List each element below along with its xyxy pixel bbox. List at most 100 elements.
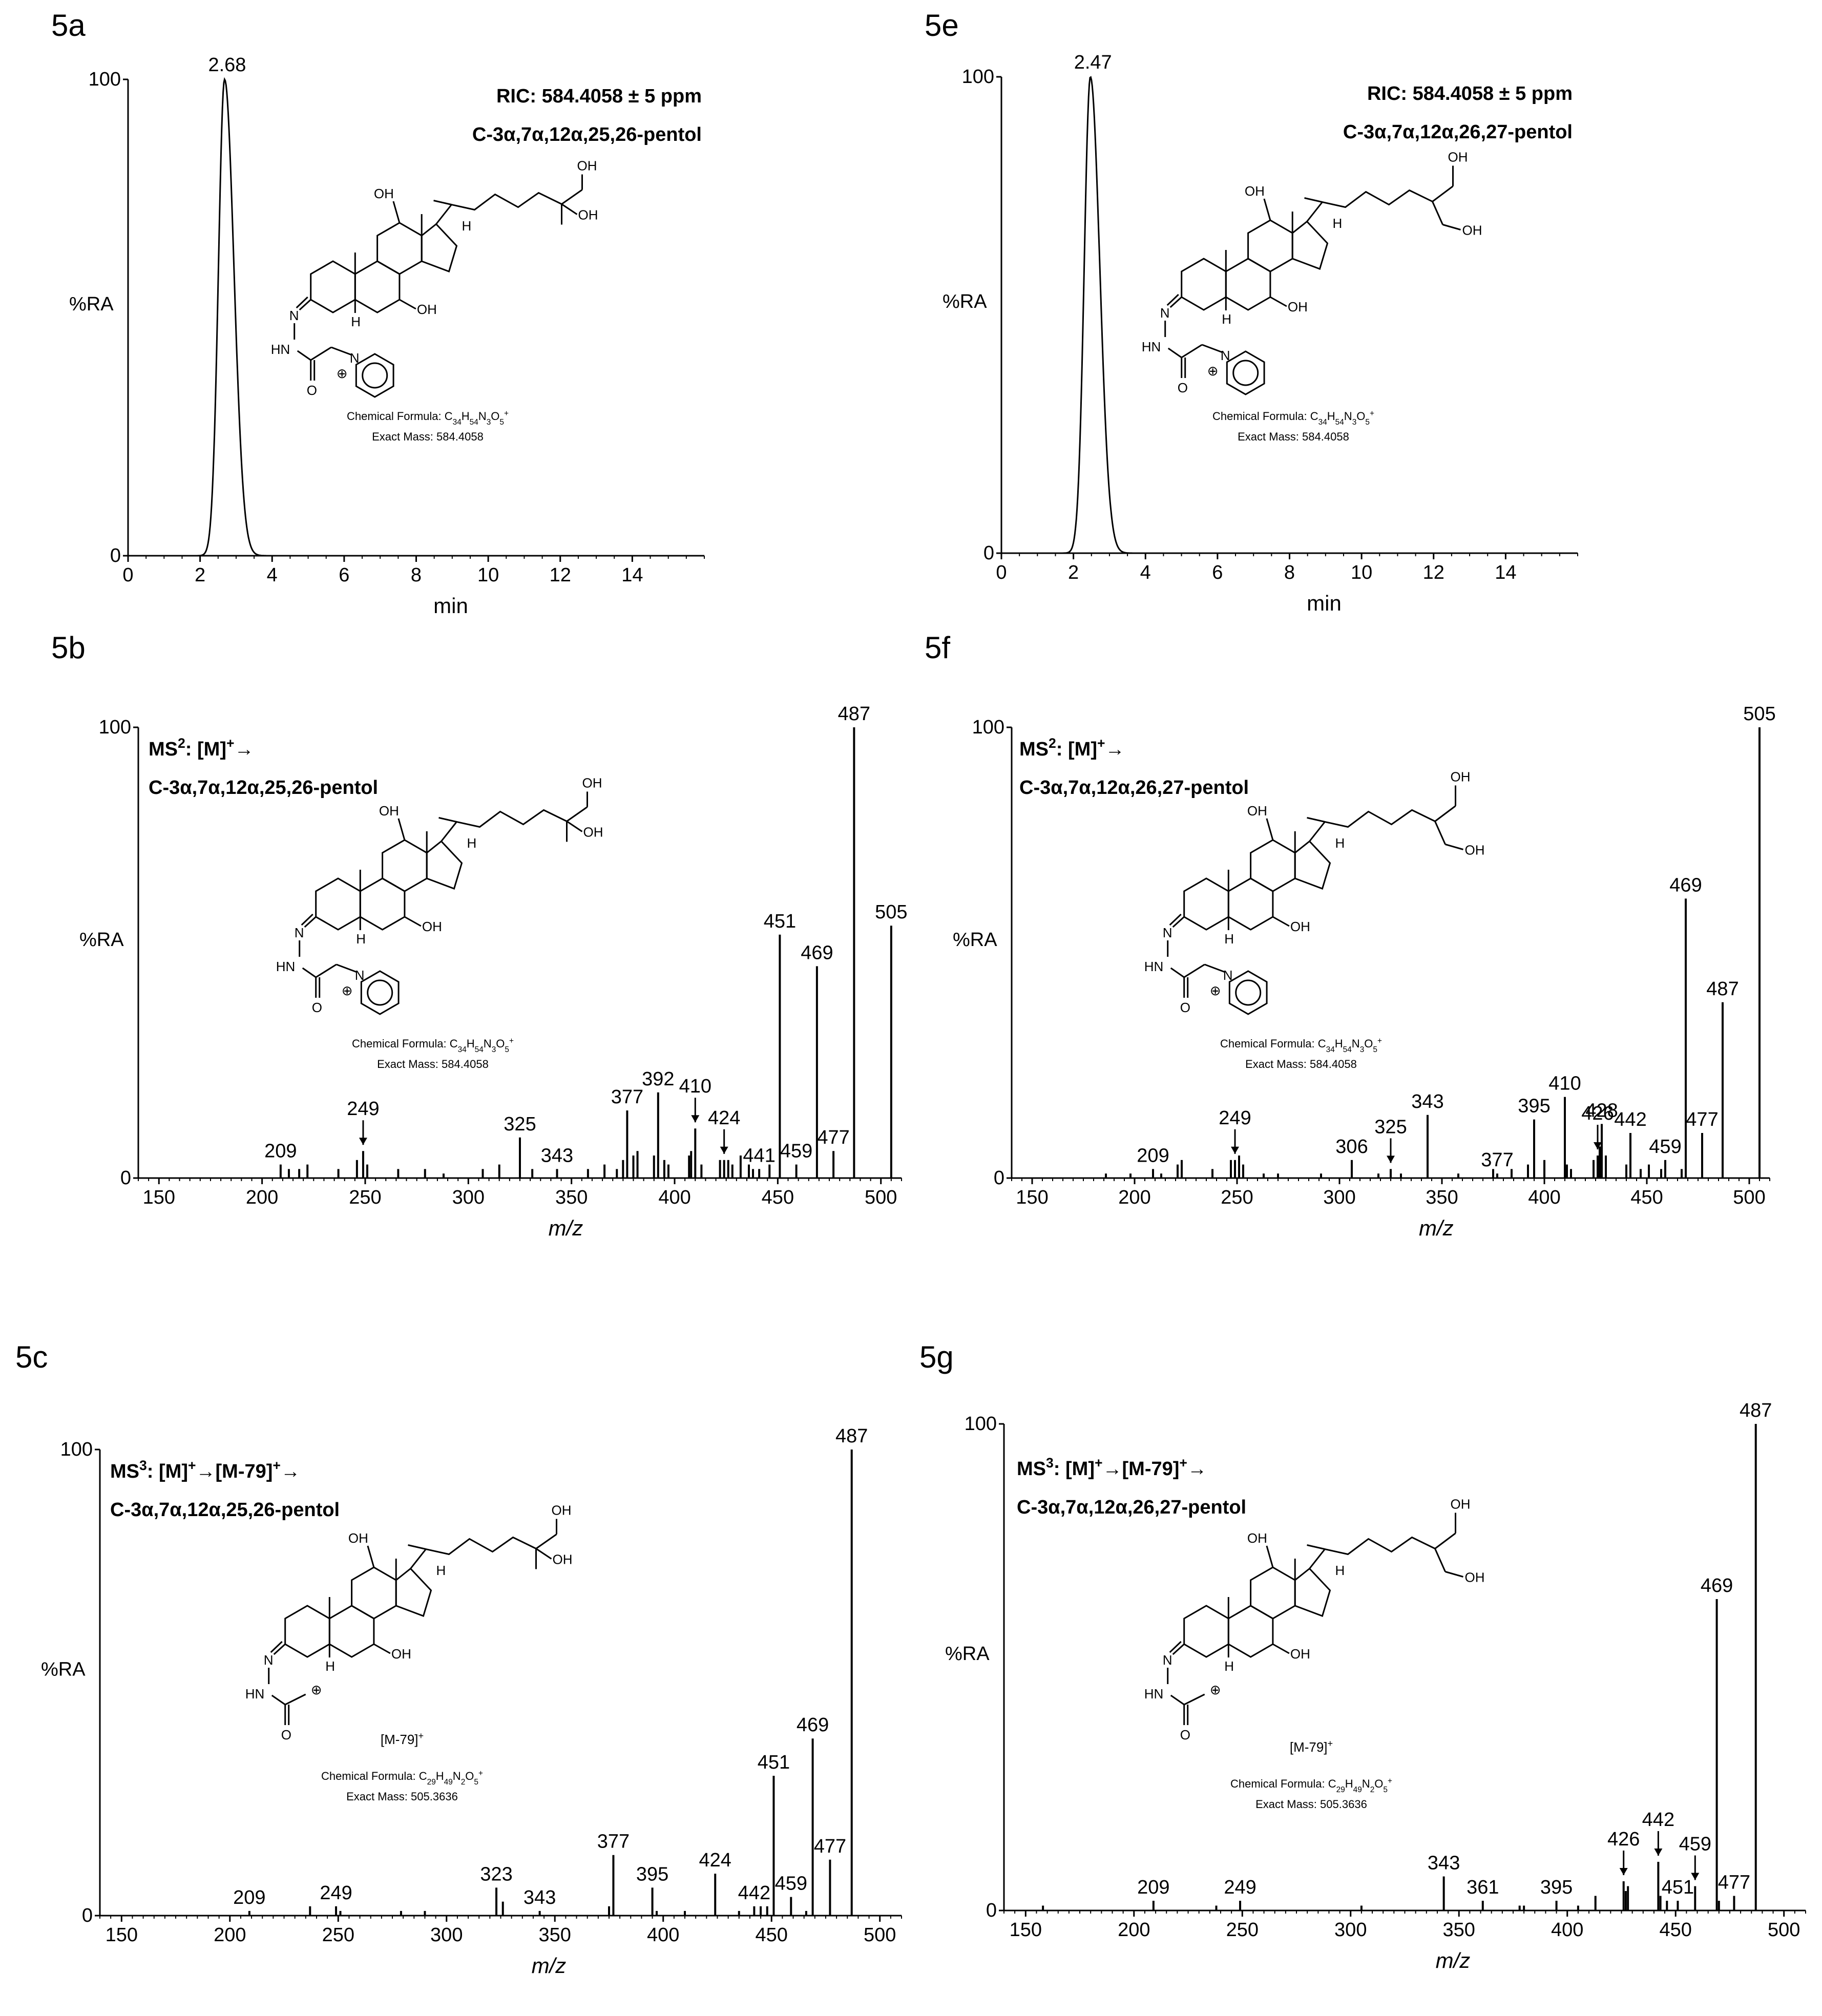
h-5-label: H: [1222, 311, 1231, 327]
oh-7-label: OH: [1288, 299, 1308, 314]
peak-rt-label: 2.47: [1074, 52, 1112, 73]
ring-b: [359, 877, 406, 931]
peak-arrowhead: [1231, 1146, 1239, 1154]
amide-bond: [1167, 347, 1182, 359]
compound-name: C-3α,7α,12α,25,26-pentol: [149, 777, 378, 799]
peak-label-426: 426: [1607, 1829, 1640, 1850]
oh-25-label: OH: [583, 825, 603, 840]
pyridinium-aromatic: [1232, 360, 1259, 386]
x-tick-label: 8: [411, 564, 422, 586]
exact-mass: Exact Mass: 584.4058: [377, 1058, 489, 1070]
oh-12-bond: [367, 1545, 375, 1568]
h-17-label: H: [1335, 1563, 1345, 1578]
peak-label-325: 325: [1374, 1116, 1407, 1138]
oh-7-label: OH: [1290, 1646, 1310, 1662]
n-label: N: [264, 1652, 274, 1668]
exact-mass: Exact Mass: 505.3636: [346, 1790, 458, 1803]
oh-7-bond: [1270, 296, 1287, 307]
hn-label: HN: [1144, 959, 1164, 974]
c25-oh-bond: [535, 1548, 552, 1560]
x-tick-label: 6: [339, 564, 349, 586]
exact-mass: Exact Mass: 584.4058: [1238, 430, 1349, 443]
x-tick-label: 400: [647, 1924, 679, 1946]
peak-label-487: 487: [1706, 978, 1739, 1000]
x-tick-label: 200: [214, 1924, 246, 1946]
n-label: N: [295, 925, 304, 940]
y-tick-label: 100: [60, 1439, 93, 1460]
hydrazone-double-a: [304, 916, 317, 928]
c27-oh-bond: [1442, 224, 1461, 230]
hn-label: HN: [1142, 339, 1161, 354]
x-tick-label: 8: [1284, 562, 1295, 583]
x-tick-label: 2: [195, 564, 205, 586]
x-tick-label: 300: [1334, 1919, 1367, 1941]
n-label: N: [289, 308, 299, 323]
hydrazone-double-a: [1169, 296, 1182, 308]
ring-c: [1247, 219, 1293, 272]
hydrazone-double-a: [1172, 916, 1185, 928]
hydrazone-double-b: [296, 296, 308, 309]
chemical-formula: Chemical Formula: C29H49N2O5+: [321, 1769, 483, 1787]
x-tick-label: 200: [1118, 1187, 1150, 1208]
ring-b: [1227, 877, 1274, 931]
peak-label-343: 343: [1428, 1853, 1460, 1874]
ring-d: [426, 840, 463, 890]
ring-a: [1181, 258, 1227, 311]
panel-5f: 5f 0 100 150 200 250 300 350 400 450 500 %RA m/z 209 2…: [925, 631, 1776, 1240]
panel-label: 5b: [51, 631, 86, 665]
oh-7-bond: [1272, 1643, 1290, 1654]
hydrazone-double-b: [301, 913, 313, 926]
oh-27-label: OH: [1462, 223, 1482, 238]
oh-7-bond: [404, 916, 422, 927]
x-tick-label: 500: [1733, 1187, 1765, 1208]
chemical-formula: Chemical Formula: C34H54N3O5+: [1212, 409, 1374, 427]
x-tick-label: 150: [143, 1187, 175, 1208]
peak-label-395: 395: [1540, 1877, 1573, 1898]
ric-trace: [1001, 76, 1578, 554]
peak-label-487: 487: [838, 703, 870, 725]
side-chain: [435, 192, 562, 225]
oh-7-bond: [399, 299, 416, 310]
peak-label-442: 442: [1642, 1809, 1674, 1831]
n-label: N: [1163, 925, 1172, 940]
y-axis-label: %RA: [41, 1658, 86, 1680]
ch2-bond: [1183, 963, 1205, 978]
oh-25-label: OH: [553, 1552, 573, 1567]
peak-arrowhead: [1619, 1868, 1628, 1875]
c26-bond: [566, 806, 588, 822]
peak-arrowhead: [1691, 1873, 1700, 1880]
charge-label: ⊕: [1210, 983, 1221, 998]
h-17-label: H: [436, 1563, 446, 1578]
y-tick-label: 0: [120, 1167, 131, 1189]
acylium-bond: [1184, 1693, 1205, 1706]
x-tick-label: 0: [122, 564, 133, 586]
c27-oh-bond: [1445, 844, 1463, 850]
panel-5g: 5g 0 100 150 200 250 300 350 400 450 500 %RA m/z 209 2…: [919, 1340, 1806, 1972]
ring-b: [1225, 258, 1271, 311]
peak-label-424: 424: [708, 1107, 740, 1129]
peak-label-442: 442: [738, 1882, 770, 1904]
side-chain: [1306, 189, 1433, 222]
ring-d: [395, 1567, 432, 1617]
c26-bond: [1432, 185, 1454, 202]
ion-label: [M-79]+: [1290, 1738, 1333, 1755]
x-tick-label: 400: [1528, 1187, 1560, 1208]
hn-label: HN: [1144, 1686, 1164, 1702]
x-tick-label: 200: [246, 1187, 278, 1208]
ring-a: [1183, 877, 1229, 931]
compound-name: C-3α,7α,12α,25,26-pentol: [110, 1499, 340, 1521]
x-tick-label: 150: [1016, 1187, 1048, 1208]
y-axis-label: %RA: [79, 929, 124, 951]
scan-header: MS2: [M]+→: [149, 736, 254, 760]
structure-2627: OH OH H H OH OH N HN O ⊕: [1144, 1497, 1485, 1743]
methyl-c21: [408, 1544, 426, 1550]
oh-26-label: OH: [552, 1503, 572, 1518]
amide-bond: [297, 350, 311, 361]
x-tick-label: 350: [1426, 1187, 1458, 1208]
ch2-n-bond: [1204, 963, 1226, 973]
peak-label-209: 209: [264, 1141, 297, 1162]
x-tick-label: 200: [1118, 1919, 1150, 1941]
h-17-label: H: [462, 218, 472, 234]
